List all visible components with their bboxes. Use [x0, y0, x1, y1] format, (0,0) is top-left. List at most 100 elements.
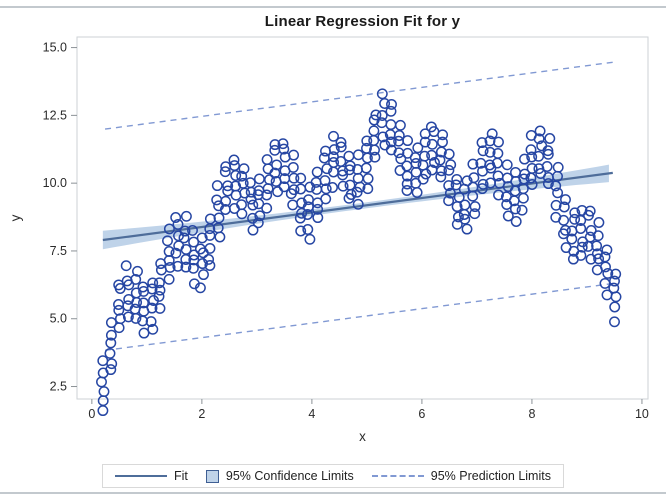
- scatter-point: [459, 199, 471, 211]
- scatter-point: [302, 224, 314, 235]
- scatter-point: [295, 172, 307, 184]
- scatter-point: [229, 160, 240, 172]
- scatter-point: [484, 159, 496, 171]
- scatter-point: [130, 287, 142, 299]
- scatter-point: [368, 114, 380, 126]
- scatter-point: [337, 169, 349, 181]
- scatter-point: [426, 138, 438, 150]
- scatter-point: [599, 251, 611, 263]
- scatter-point: [429, 157, 440, 168]
- scatter-point: [386, 98, 397, 110]
- scatter-point: [419, 150, 431, 162]
- y-tick-label: 15.0: [43, 41, 67, 55]
- scatter-point: [145, 316, 157, 328]
- scatter-point: [328, 130, 339, 142]
- confidence-band-swatch-icon: [205, 469, 219, 483]
- scatter-point: [194, 282, 206, 294]
- scatter-point: [369, 151, 381, 163]
- scatter-point: [261, 154, 273, 166]
- scatter-point: [312, 203, 324, 215]
- scatter-point: [526, 179, 538, 190]
- scatter-point: [361, 142, 372, 154]
- scatter-point: [105, 329, 117, 341]
- scatter-point: [370, 109, 382, 121]
- scatter-point: [501, 159, 513, 171]
- scatter-point: [593, 217, 605, 228]
- scatter-point: [402, 135, 414, 147]
- scatter-point: [252, 217, 264, 229]
- scatter-point: [542, 148, 554, 160]
- scatter-point: [278, 143, 290, 155]
- x-tick-label: 4: [308, 407, 315, 421]
- scatter-point: [180, 210, 192, 222]
- scatter-point: [288, 184, 300, 196]
- scatter-point: [180, 243, 192, 255]
- x-tick-label: 10: [635, 407, 649, 421]
- scatter-point: [335, 141, 347, 153]
- scatter-point: [486, 128, 498, 140]
- scatter-point: [552, 161, 564, 173]
- top-divider: [0, 6, 666, 8]
- scatter-point: [172, 218, 184, 230]
- scatter-point: [147, 277, 159, 289]
- scatter-point: [187, 224, 198, 236]
- scatter-point: [344, 179, 356, 191]
- scatter-point: [172, 260, 184, 272]
- scatter-point: [469, 201, 481, 213]
- scatter-point: [187, 262, 199, 274]
- scatter-point: [320, 183, 332, 195]
- scatter-point: [437, 136, 448, 148]
- scatter-point: [541, 161, 553, 172]
- scatter-points: [96, 88, 622, 417]
- scatter-point: [132, 265, 143, 277]
- scatter-point: [417, 173, 429, 185]
- scatter-point: [385, 136, 397, 148]
- scatter-point: [394, 119, 406, 131]
- scatter-point: [254, 210, 266, 222]
- scatter-point: [261, 202, 273, 214]
- scatter-point: [204, 260, 216, 271]
- scatter-point: [163, 246, 175, 257]
- scatter-point: [575, 249, 587, 261]
- scatter-point: [288, 172, 300, 184]
- scatter-point: [360, 162, 372, 174]
- scatter-point: [138, 327, 150, 339]
- scatter-point: [519, 153, 530, 165]
- scatter-point: [560, 194, 571, 206]
- scatter-point: [401, 185, 413, 196]
- scatter-point: [377, 131, 389, 143]
- scatter-point: [437, 129, 449, 141]
- scatter-point: [576, 241, 588, 253]
- scatter-point: [385, 144, 397, 156]
- y-tick-label: 12.5: [43, 108, 67, 122]
- scatter-point: [188, 236, 200, 248]
- scatter-point: [534, 125, 546, 137]
- scatter-point: [335, 137, 347, 148]
- legend-item-fit: Fit: [115, 469, 188, 483]
- scatter-point: [261, 189, 273, 201]
- scatter-point: [247, 199, 259, 211]
- scatter-point: [230, 180, 242, 192]
- scatter-point: [269, 167, 281, 179]
- scatter-point: [468, 172, 480, 184]
- scatter-point: [277, 138, 289, 150]
- scatter-point: [146, 302, 158, 314]
- scatter-point: [271, 159, 283, 171]
- scatter-point: [153, 277, 165, 289]
- scatter-point: [295, 225, 307, 237]
- scatter-point: [162, 235, 173, 247]
- scatter-point: [97, 405, 109, 417]
- scatter-point: [376, 88, 388, 100]
- scatter-point: [379, 98, 391, 109]
- scatter-point: [179, 225, 191, 237]
- prediction-limit-upper: [104, 61, 613, 130]
- scatter-point: [401, 178, 413, 190]
- scatter-point: [608, 282, 620, 294]
- scatter-point: [526, 151, 538, 163]
- scatter-point: [180, 261, 192, 273]
- scatter-point: [376, 110, 388, 121]
- legend-prediction-label: 95% Prediction Limits: [430, 469, 551, 483]
- scatter-point: [443, 180, 455, 192]
- scatter-point: [122, 311, 134, 323]
